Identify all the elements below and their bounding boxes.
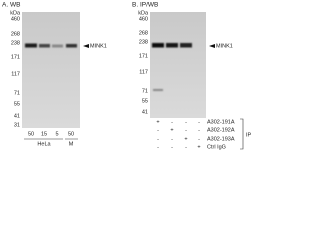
marker-label: 238 [139,39,148,45]
ip-sign: - [185,119,187,125]
marker-label: 268 [11,31,20,37]
ip-sign: - [198,127,200,133]
ip-sign: - [198,119,200,125]
lane-label: 50 [28,131,34,137]
lane-label: 15 [41,131,47,137]
ip-label: IP [246,132,252,138]
marker-label: 268 [139,30,148,36]
marker-label: 55 [142,98,148,104]
ip-row-label: A302-193A [207,136,235,142]
bands [25,43,192,91]
unit-label: kDa [10,10,21,16]
ip-sign: - [157,136,159,142]
marker-label: 460 [11,16,20,22]
ip-sign: - [185,127,187,133]
marker-label: 31 [14,122,20,128]
marker-label: 41 [142,109,148,115]
ip-sign: - [157,144,159,150]
ip-row-label: A302-191A [207,119,235,125]
unit-label: kDa [138,10,149,16]
ip-sign: - [171,144,173,150]
marker-label: 171 [139,53,148,59]
marker-label: 460 [139,16,148,22]
marker-label: 55 [14,101,20,107]
marker-label: 41 [14,113,20,119]
panel-label: A. WB [2,2,20,9]
panel-label: B. IP/WB [132,2,158,9]
arrow [83,44,89,48]
ip-row-label: A302-192A [207,127,235,133]
ip-sign: - [171,136,173,142]
marker-label: 171 [11,54,20,60]
ip-sign: + [184,136,187,142]
ip-sign: - [157,127,159,133]
marker-label: 117 [139,69,148,75]
arrow [209,44,215,48]
ip-sign: - [185,144,187,150]
marker-label: 71 [14,90,20,96]
ip-sign: + [156,119,159,125]
marker-label: 238 [11,40,20,46]
ip-sign: - [171,119,173,125]
lane-label: 50 [68,131,74,137]
marker-label: 71 [142,88,148,94]
ip-sign: + [170,127,173,133]
target-label: MINK1 [90,43,107,49]
ip-bracket [240,118,244,150]
blot-b [150,12,206,118]
ip-row-label: Ctrl IgG [207,144,226,150]
sample-label: HeLa [37,141,51,147]
ip-sign: - [198,136,200,142]
ip-sign: + [197,144,200,150]
target-label: MINK1 [216,43,233,49]
sample-label: M [69,141,74,147]
marker-label: 117 [11,71,20,77]
lane-label: 5 [55,131,58,137]
blot-a [22,12,80,128]
